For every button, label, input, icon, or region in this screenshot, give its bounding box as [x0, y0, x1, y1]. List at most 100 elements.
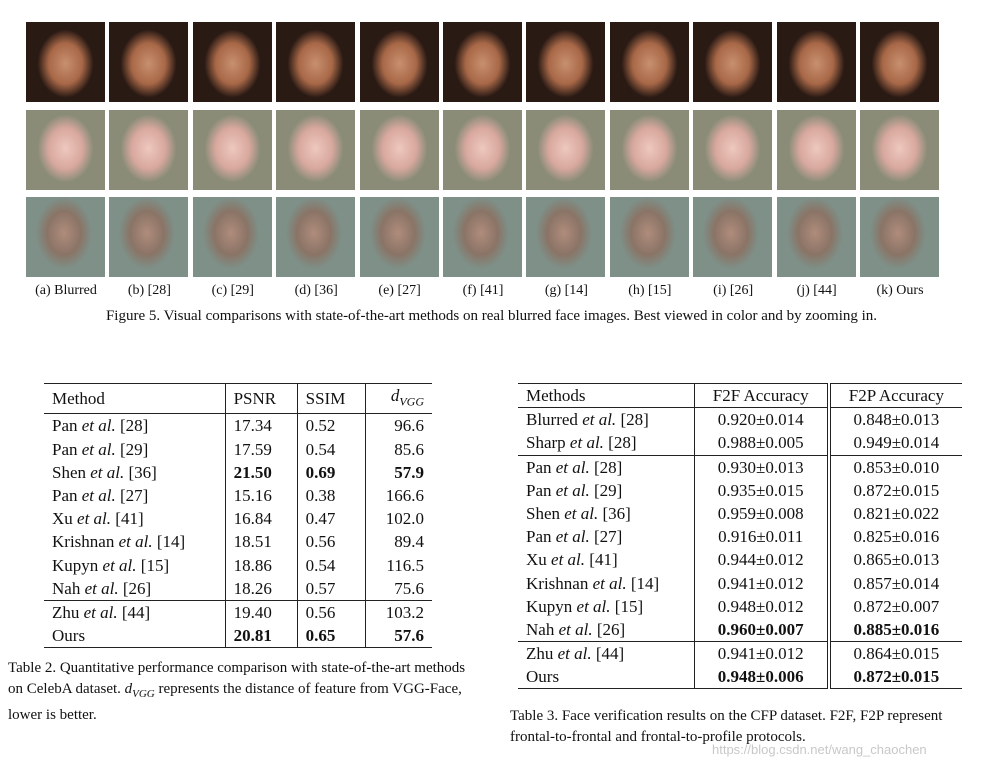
table-header: Method PSNR SSIM dVGG — [44, 383, 432, 414]
method-text: [44] — [591, 644, 625, 664]
method-text: [15] — [610, 596, 644, 616]
figure-label: (c) [29] — [211, 283, 254, 298]
method-text: Shen — [52, 462, 91, 482]
method-text: Krishnan — [526, 573, 593, 593]
table-row: Nah et al. [26] 18.26 0.57 75.6 — [44, 576, 432, 601]
value-cell: 0.949±0.014 — [826, 431, 962, 456]
value-cell: 89.4 — [365, 530, 432, 554]
table-3-caption: Table 3. Face verification results on th… — [510, 708, 943, 745]
header-cell: Method — [52, 389, 105, 409]
figure-label: (g) [14] — [544, 283, 588, 298]
caption-text: d — [124, 681, 133, 697]
face-image — [609, 22, 689, 102]
face-image — [443, 110, 522, 190]
value-cell: 0.865±0.013 — [826, 548, 962, 572]
table-row: Krishnan et al. [14] 0.941±0.012 0.857±0.0… — [518, 571, 962, 595]
method-text: [41] — [111, 509, 144, 529]
value-cell: 0.988±0.005 — [693, 431, 829, 456]
table-2: Method PSNR SSIM dVGG Pan et al. [28] 17.34 0.… — [44, 383, 432, 649]
method-text: et al. — [564, 504, 599, 524]
face-image — [276, 197, 356, 277]
method-text: et al. — [576, 596, 611, 616]
face-image — [26, 22, 105, 102]
method-text: et al. — [582, 410, 617, 430]
table-row: Blurred et al. [28] 0.920±0.014 0.848±0.01… — [518, 407, 962, 432]
method-text: [36] — [598, 504, 631, 524]
watermark: https://blog.csdn.net/wang_chaochen — [712, 742, 927, 757]
value-cell: 20.81 — [224, 624, 298, 648]
value-cell: 0.916±0.011 — [693, 525, 829, 549]
table-row: Pan et al. [29] 0.935±0.015 0.872±0.015 — [518, 478, 962, 502]
value-cell: 0.872±0.015 — [826, 665, 962, 689]
figure-label: (e) [27] — [378, 283, 421, 298]
method-text: et al. — [83, 602, 118, 622]
method-cell: Kupyn et al. [15] — [44, 554, 225, 577]
value-cell: 102.0 — [365, 507, 432, 531]
method-text: Blurred — [526, 410, 583, 430]
figure-label: (i) [26] — [713, 283, 754, 298]
header-cell: SSIM — [296, 383, 366, 414]
face-image — [276, 22, 356, 102]
method-text: Xu — [526, 550, 552, 570]
method-text: et al. — [555, 457, 590, 477]
face-image — [109, 22, 189, 102]
method-text: [44] — [117, 602, 151, 622]
table-row: Zhu et al. [44] 19.40 0.56 103.2 — [44, 600, 432, 625]
table-row: Zhu et al. [44] 0.941±0.012 0.864±0.015 — [518, 641, 962, 666]
value-cell: 0.872±0.007 — [826, 594, 962, 618]
face-image — [776, 110, 856, 190]
figure-label: (b) [28] — [127, 283, 171, 298]
value-cell: 0.948±0.006 — [693, 665, 829, 689]
figure-caption: Figure 5. Visual comparisons with state-… — [105, 308, 878, 324]
row-group: Pan et al. [28] 0.930±0.013 0.853±0.010 Pan… — [518, 455, 962, 642]
value-cell: 0.848±0.013 — [826, 407, 962, 432]
method-text: [36] — [124, 462, 157, 482]
face-image — [860, 197, 939, 277]
method-cell: Nah et al. [26] — [44, 577, 225, 601]
method-text: [29] — [115, 439, 149, 459]
method-text: Pan — [52, 439, 82, 459]
table-row: Kupyn et al. [15] 0.948±0.012 0.872±0.007 — [518, 594, 962, 618]
table-row: Ours 20.81 0.65 57.6 — [44, 624, 432, 648]
row-group: Blurred et al. [28] 0.920±0.014 0.848±0.01… — [518, 407, 962, 456]
face-image — [860, 110, 939, 190]
method-cell: Krishnan et al. [14] — [44, 530, 225, 553]
value-cell: 0.65 — [296, 624, 366, 648]
value-cell: 0.38 — [296, 483, 366, 508]
row-group: Zhu et al. [44] 19.40 0.56 103.2 Ours 20.81 0.… — [44, 600, 432, 648]
row-group: Zhu et al. [44] 0.941±0.012 0.864±0.015 Our… — [518, 641, 962, 689]
value-cell: 0.885±0.016 — [826, 617, 962, 642]
face-image — [526, 197, 606, 277]
caption-text: VGG — [132, 688, 155, 700]
method-text: [26] — [592, 619, 626, 639]
method-text: Pan — [526, 457, 556, 477]
table-row: Nah et al. [26] 0.960±0.007 0.885±0.016 — [518, 617, 962, 642]
method-text: et al. — [569, 433, 604, 453]
face-image — [192, 110, 272, 190]
method-cell: Pan et al. [28] — [518, 455, 694, 479]
method-text: Nah — [526, 619, 559, 639]
method-text: Xu — [52, 509, 78, 529]
header-cell: F2F Accuracy — [693, 383, 829, 408]
method-text: et al. — [551, 550, 586, 570]
value-cell: 0.960±0.007 — [693, 617, 829, 642]
method-cell: Shen et al. [36] — [518, 502, 694, 525]
value-cell: 0.872±0.015 — [826, 478, 962, 502]
value-cell: 0.930±0.013 — [693, 455, 829, 479]
method-text: et al. — [81, 416, 116, 436]
method-cell: Sharp et al. [28] — [518, 431, 694, 455]
method-cell: Ours — [44, 624, 225, 648]
value-cell: 18.26 — [224, 576, 298, 601]
method-text: Nah — [52, 578, 85, 598]
table-row: Xu et al. [41] 16.84 0.47 102.0 — [44, 507, 432, 531]
value-cell: 0.69 — [296, 460, 366, 484]
value-cell: 0.853±0.010 — [826, 455, 962, 479]
table-row: Ours 0.948±0.006 0.872±0.015 — [518, 665, 962, 689]
method-text: Shen — [526, 504, 565, 524]
value-cell: 19.40 — [224, 600, 298, 625]
method-text: et al. — [102, 555, 137, 575]
face-image — [860, 22, 939, 102]
value-cell: 0.941±0.012 — [693, 641, 829, 666]
header-symbol: d — [390, 386, 400, 405]
method-text: Pan — [526, 527, 556, 547]
